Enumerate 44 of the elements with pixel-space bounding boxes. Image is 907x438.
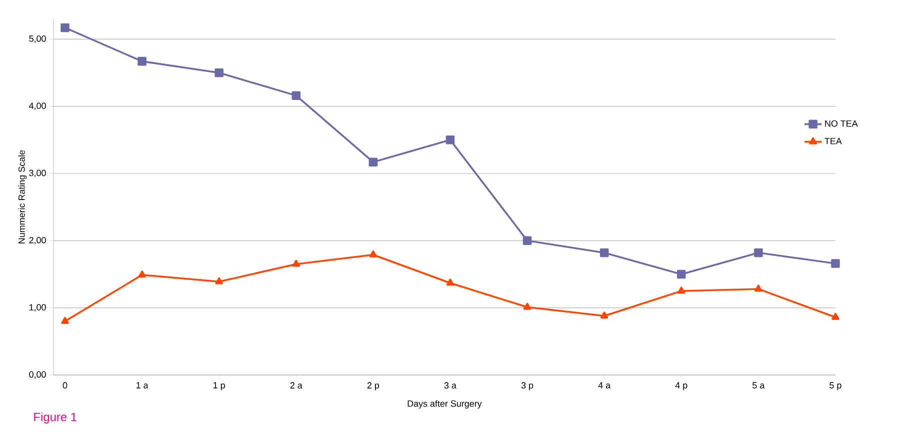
x-tick-label: 5 p (830, 382, 842, 390)
x-tick-label: 3 p (521, 382, 534, 390)
legend-label: TEA (824, 138, 842, 144)
point (138, 56, 146, 66)
caption: Figure 1 (34, 412, 76, 424)
point (138, 270, 146, 278)
point (446, 278, 454, 286)
point (523, 302, 532, 310)
legend-label: NO TEA (825, 120, 858, 127)
point (214, 68, 224, 78)
x-tick-label: 3 a (444, 382, 456, 389)
x-tick-label: 4 p (675, 382, 688, 390)
point (677, 286, 686, 294)
x-tick-label: 1 a (136, 382, 148, 388)
point (676, 270, 686, 279)
point (446, 136, 455, 144)
point (292, 260, 300, 267)
y-tick-label: 3,00 (29, 170, 46, 178)
y-tick-label: 2,00 (29, 236, 46, 244)
x-axis-title: Days after Surgery (408, 400, 482, 409)
x-tick-label: 4 a (598, 382, 611, 388)
x-tick-label: 1 p (214, 382, 225, 390)
x-tick-label: 5 a (752, 382, 765, 388)
point (754, 284, 762, 292)
point (600, 248, 609, 258)
y-tick-label: 1,00 (29, 304, 46, 312)
point (522, 236, 532, 246)
y-tick-label: 4,00 (29, 102, 46, 110)
y-tick-label: 0,00 (29, 371, 46, 379)
x-tick-label: 0 (62, 382, 68, 389)
point (215, 277, 224, 284)
point (832, 312, 840, 320)
point (831, 259, 840, 268)
x-tick-label: 2 p (367, 382, 380, 390)
point (368, 158, 378, 166)
y-axis-title: Nummeric Rating Scale (18, 150, 27, 244)
x-tick-label: 2 a (290, 382, 302, 389)
point (60, 23, 70, 32)
point (61, 316, 69, 324)
point (369, 250, 378, 258)
point (754, 248, 763, 258)
point (292, 91, 301, 100)
y-tick-label: 5,00 (29, 35, 46, 43)
point (600, 312, 608, 319)
